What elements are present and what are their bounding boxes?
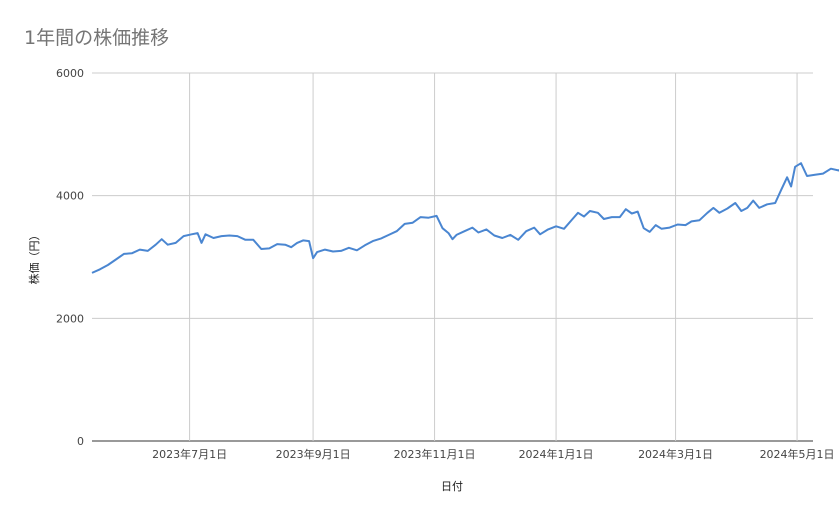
x-axis-label: 日付: [441, 480, 463, 493]
y-tick-label: 0: [77, 435, 84, 448]
chart-title: 1年間の株価推移: [24, 27, 169, 49]
price-series-line: [91, 162, 839, 274]
x-tick-label: 2024年5月1日: [760, 447, 835, 461]
x-tick-label: 2023年7月1日: [152, 447, 227, 461]
y-axis-ticks: 0 2000 4000 6000: [56, 67, 84, 448]
x-axis-ticks: 2023年7月1日 2023年9月1日 2023年11月1日 2024年1月1日 202…: [152, 447, 834, 461]
x-tick-label: 2024年1月1日: [519, 447, 594, 461]
grid: [92, 72, 813, 442]
x-tick-label: 2023年9月1日: [276, 447, 351, 461]
y-tick-label: 4000: [56, 190, 84, 203]
x-tick-label: 2024年3月1日: [638, 447, 713, 461]
y-tick-label: 6000: [56, 67, 84, 80]
x-tick-label: 2023年11月1日: [394, 447, 476, 461]
y-tick-label: 2000: [56, 312, 84, 325]
y-axis-label: 株価（円）: [27, 230, 41, 285]
